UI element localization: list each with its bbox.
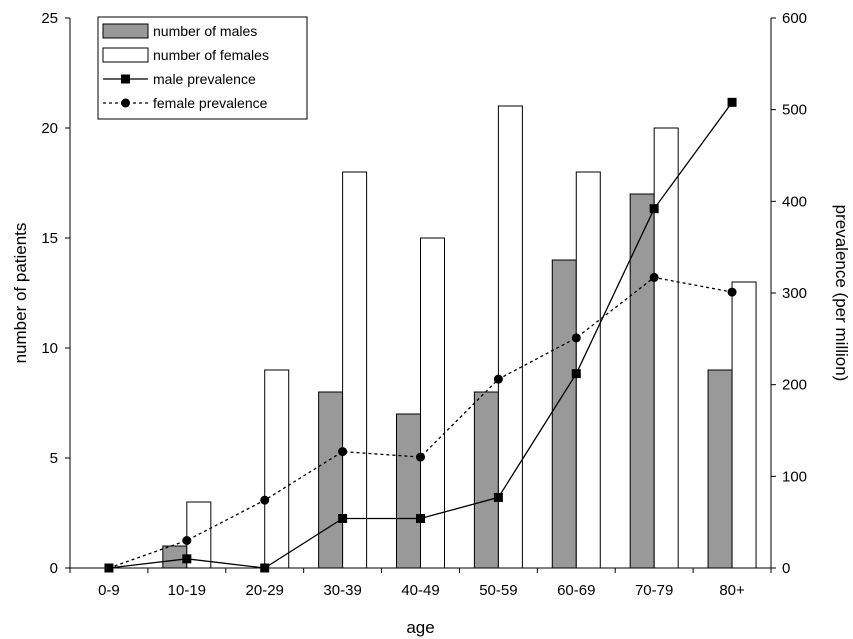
- right-tick-label-100: 100: [782, 468, 807, 485]
- female-prevalence-point-20-29: [260, 495, 270, 505]
- male-prevalence-point-40-49: [416, 514, 425, 523]
- female-prevalence-point-40-49: [416, 452, 425, 462]
- x-tick-label-30-39: 30-39: [323, 582, 361, 599]
- female-prevalence-point-30-39: [338, 447, 348, 457]
- male-prevalence-point-70-79: [649, 204, 659, 214]
- female-prevalence-point-60-69: [571, 333, 581, 343]
- legend: number of males number of females male pre…: [97, 16, 308, 120]
- bar-females-70-79: [653, 127, 679, 569]
- legend-marker-male-prevalence: [121, 74, 130, 84]
- right-tick-label-0: 0: [782, 560, 790, 577]
- bar-females-30-39: [342, 171, 368, 569]
- right-tick-label-200: 200: [782, 377, 807, 394]
- female-prevalence-point-10-19: [182, 536, 192, 545]
- left-tick-label-25: 25: [41, 10, 58, 27]
- y-axis-title: number of patients: [11, 223, 30, 364]
- left-tick-label-0: 0: [50, 560, 58, 577]
- bar-males-30-39: [318, 391, 344, 569]
- x-tick-label-50-59: 50-59: [479, 582, 517, 599]
- male-prevalence-point-60-69: [571, 369, 581, 379]
- female-prevalence-point-50-59: [493, 374, 503, 384]
- male-prevalence-point-50-59: [493, 492, 503, 502]
- bar-males-70-79: [629, 193, 655, 569]
- x-tick-label-80+: 80+: [719, 582, 745, 599]
- legend-label-3: female prevalence: [153, 95, 268, 111]
- legend-label-2: male prevalence: [153, 71, 256, 87]
- right-tick-label-300: 300: [782, 285, 807, 302]
- female-prevalence-point-80+: [727, 287, 737, 297]
- x-axis-title: age: [406, 618, 434, 637]
- left-tick-label-15: 15: [41, 230, 58, 247]
- x-tick-label-70-79: 70-79: [635, 582, 673, 599]
- bar-females-80+: [731, 281, 757, 569]
- bar-males-40-49: [396, 413, 421, 569]
- bar-males-60-69: [551, 259, 577, 569]
- legend-label-1: number of females: [153, 47, 269, 63]
- right-tick-label-600: 600: [782, 10, 807, 27]
- x-tick-label-10-19: 10-19: [168, 582, 206, 599]
- bar-layer: [162, 105, 757, 569]
- legend-swatch-females: [102, 47, 149, 63]
- left-tick-label-5: 5: [50, 450, 58, 467]
- male-prevalence-point-10-19: [182, 554, 192, 564]
- bar-males-50-59: [473, 391, 499, 569]
- right-tick-label-500: 500: [782, 102, 807, 119]
- x-tick-label-40-49: 40-49: [401, 582, 439, 599]
- left-tick-label-10: 10: [41, 340, 58, 357]
- axes: 0 5 10 15 20 25 0 100 200 300 400 500 600 0-9 10-19 20-…: [11, 10, 851, 637]
- bar-females-20-29: [264, 369, 290, 569]
- x-tick-label-0-9: 0-9: [98, 582, 120, 599]
- y2-axis-title: prevalence (per million): [832, 205, 851, 382]
- right-tick-label-400: 400: [782, 193, 807, 210]
- legend-swatch-males: [102, 23, 149, 39]
- male-prevalence-point-80+: [727, 97, 737, 107]
- male-prevalence-point-30-39: [338, 514, 348, 523]
- legend-marker-female-prevalence: [121, 98, 130, 108]
- left-tick-label-20: 20: [41, 120, 58, 137]
- female-prevalence-point-70-79: [649, 272, 659, 282]
- x-tick-label-60-69: 60-69: [557, 582, 595, 599]
- legend-label-0: number of males: [153, 23, 257, 39]
- x-tick-label-20-29: 20-29: [246, 582, 284, 599]
- bar-males-80+: [707, 369, 733, 569]
